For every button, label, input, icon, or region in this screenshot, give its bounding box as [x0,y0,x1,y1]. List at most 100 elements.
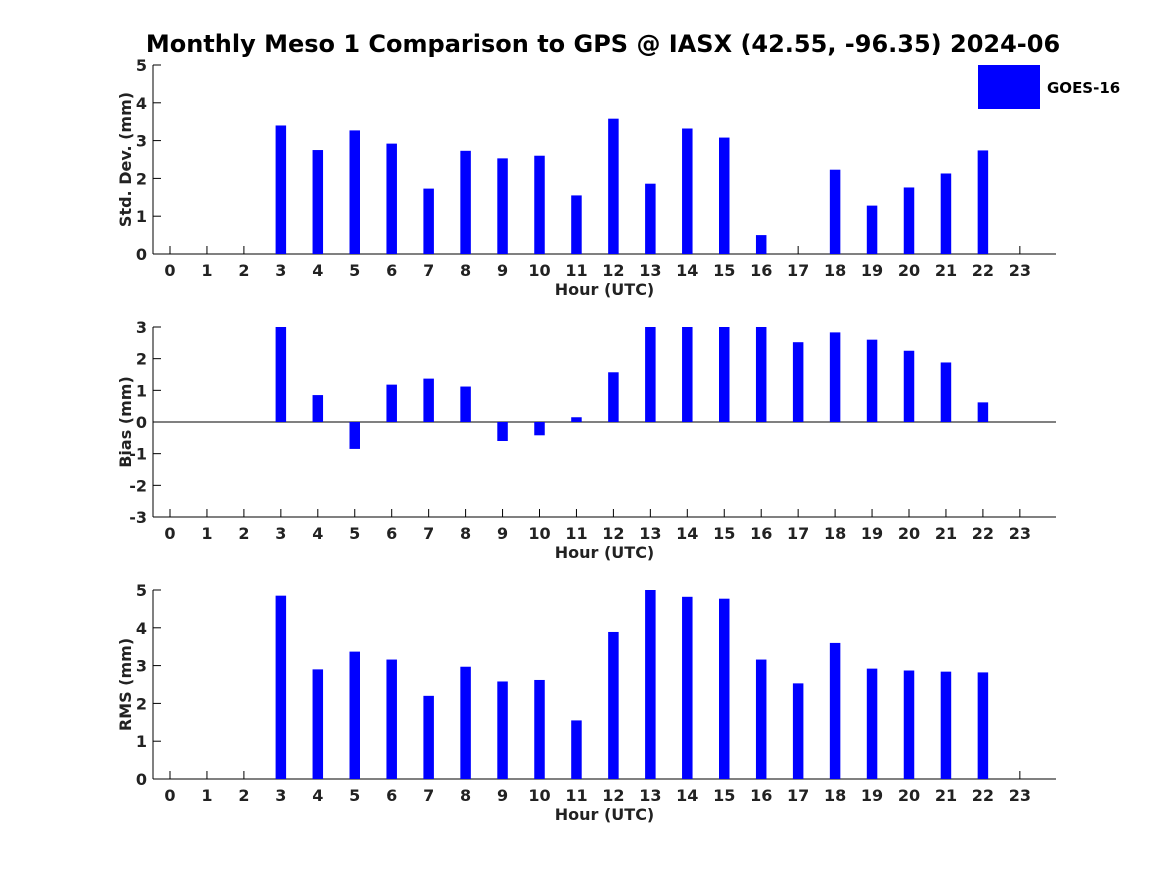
x-tick-label: 4 [312,786,323,805]
x-tick-label: 18 [824,524,846,543]
bar-hour-18 [829,642,841,779]
x-tick-label: 3 [275,261,286,280]
bar-hour-10 [534,679,545,779]
x-tick-label: 4 [312,524,323,543]
bar-hour-9 [497,158,508,254]
bar-hour-4 [312,669,324,779]
x-tick-label: 10 [528,261,550,280]
bar-hour-10 [534,155,545,254]
bar-hour-14 [682,128,693,254]
x-tick-label: 20 [898,524,920,543]
bar-hour-12 [608,631,619,779]
y-tick-label: -3 [129,508,147,527]
bar-hour-6 [386,659,397,779]
bar-hour-8 [460,150,471,254]
bar-hour-3 [275,327,287,422]
bar-hour-19 [866,668,878,779]
bar-hour-10 [534,422,545,436]
x-tick-label: 8 [460,524,471,543]
y-tick-label: -2 [129,476,147,495]
bar-hour-16 [755,327,767,422]
y-tick-label: 0 [136,245,147,264]
bar-hour-3 [275,595,287,779]
x-tick-label: 16 [750,524,772,543]
x-tick-label: 15 [713,786,735,805]
x-tick-label: 22 [972,524,994,543]
bar-hour-7 [423,378,434,422]
x-tick-label: 9 [497,261,508,280]
x-tick-label: 17 [787,524,809,543]
x-tick-label: 6 [386,786,397,805]
bar-hour-11 [571,720,582,779]
x-axis-label: Hour (UTC) [555,280,655,299]
bar-hour-5 [349,422,360,449]
x-tick-label: 9 [497,524,508,543]
bar-hour-13 [645,590,656,779]
x-tick-label: 12 [602,786,624,805]
y-tick-label: 1 [136,207,147,226]
bar-hour-5 [349,130,360,254]
x-tick-label: 13 [639,261,661,280]
y-axis-label: Std. Dev. (mm) [116,92,135,227]
bar-hour-17 [792,342,804,422]
x-tick-label: 7 [423,786,434,805]
x-tick-label: 5 [349,786,360,805]
x-tick-label: 8 [460,261,471,280]
x-tick-label: 21 [935,261,957,280]
y-tick-label: 3 [136,132,147,151]
bar-hour-16 [755,235,767,254]
bar-hour-15 [719,598,730,779]
x-tick-label: 13 [639,786,661,805]
x-tick-label: 5 [349,524,360,543]
x-tick-label: 13 [639,524,661,543]
bar-hour-17 [792,683,804,779]
bar-hour-16 [755,659,767,779]
x-tick-label: 12 [602,261,624,280]
bar-hour-21 [940,671,952,779]
bar-hour-11 [571,417,582,422]
x-tick-label: 6 [386,261,397,280]
x-tick-label: 23 [1009,524,1031,543]
x-tick-label: 22 [972,261,994,280]
bar-hour-22 [977,672,989,779]
x-tick-label: 11 [565,261,587,280]
x-tick-label: 19 [861,524,883,543]
x-tick-label: 16 [750,786,772,805]
bar-hour-11 [571,195,582,254]
bar-hour-15 [719,327,730,422]
bar-hour-13 [645,327,656,422]
bar-hour-6 [386,384,397,422]
x-tick-label: 21 [935,524,957,543]
x-tick-label: 3 [275,786,286,805]
x-tick-label: 19 [861,261,883,280]
figure-title: Monthly Meso 1 Comparison to GPS @ IASX … [146,30,1060,58]
bar-hour-22 [977,402,989,422]
bar-hour-4 [312,150,324,254]
x-tick-label: 17 [787,261,809,280]
y-tick-label: 3 [136,318,147,337]
bar-hour-14 [682,596,693,779]
x-axis-label: Hour (UTC) [555,805,655,824]
bar-hour-18 [829,169,841,254]
y-tick-label: 0 [136,770,147,789]
y-tick-label: 3 [136,657,147,676]
y-tick-label: 0 [136,413,147,432]
bar-hour-21 [940,362,952,422]
bar-hour-21 [940,173,952,254]
bar-hour-3 [275,125,287,254]
bar-hour-7 [423,695,434,779]
x-tick-label: 2 [238,786,249,805]
y-tick-label: 2 [136,350,147,369]
bar-hour-8 [460,666,471,779]
x-tick-label: 21 [935,786,957,805]
x-tick-label: 1 [201,524,212,543]
y-tick-label: 4 [136,94,147,113]
bar-hour-19 [866,339,878,422]
bar-hour-4 [312,395,324,422]
x-tick-label: 22 [972,786,994,805]
bar-hour-15 [719,137,730,254]
x-tick-label: 10 [528,786,550,805]
